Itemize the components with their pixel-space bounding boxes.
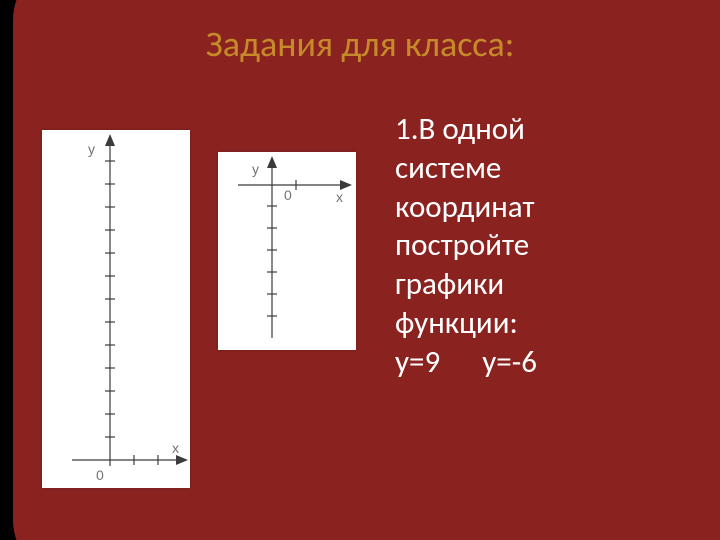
- x-label: x: [336, 189, 343, 205]
- origin-label: 0: [96, 467, 104, 483]
- task-eq1: у=9: [395, 343, 440, 381]
- y-label: y: [88, 141, 95, 157]
- slide: Задания для класса: 1.В одной системе ко…: [0, 0, 720, 540]
- task-line: координат: [395, 188, 535, 226]
- x-label: x: [172, 440, 179, 456]
- task-eq2: у=-6: [482, 343, 537, 381]
- task-line: функции:: [395, 304, 518, 342]
- coord-system-1: y x 0: [42, 130, 190, 488]
- task-text: 1.В одной системе координат постройте гр…: [395, 110, 695, 381]
- x-arrow-icon: [176, 455, 188, 465]
- coord-system-2: y x 0: [218, 152, 356, 350]
- coord-svg-1: y x 0: [42, 130, 190, 488]
- y-arrow-icon: [105, 134, 115, 146]
- task-line: графики: [395, 265, 504, 303]
- origin-label: 0: [284, 187, 292, 203]
- coord-svg-2: y x 0: [218, 152, 356, 350]
- task-line: постройте: [395, 226, 529, 264]
- y-arrow-icon: [267, 156, 277, 168]
- y-label: y: [252, 161, 259, 177]
- slide-title: Задания для класса:: [0, 22, 720, 66]
- task-line: системе: [395, 149, 501, 187]
- task-line: 1.В одной: [395, 110, 525, 148]
